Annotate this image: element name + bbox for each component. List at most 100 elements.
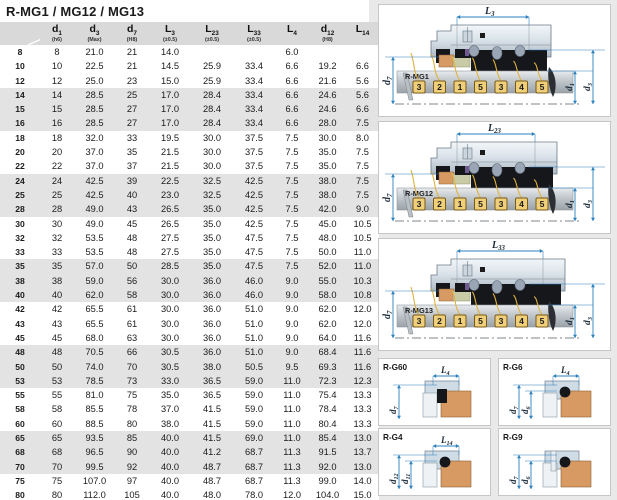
svg-text:d1: d1 xyxy=(565,200,576,208)
svg-text:R-MG12: R-MG12 xyxy=(405,189,433,198)
svg-text:d3: d3 xyxy=(583,316,594,325)
row-size-label: 25 xyxy=(0,187,40,203)
callout-box xyxy=(515,314,528,328)
table-cell-d3: 107.0 xyxy=(74,473,115,489)
table-cell-d3: 22.5 xyxy=(74,59,115,74)
table-cell-L4: 7.5 xyxy=(275,216,309,231)
table-cell-L14: 15.0 xyxy=(346,488,379,500)
table-cell-d3: 81.0 xyxy=(74,388,115,403)
table-cell-L14: 13.7 xyxy=(346,445,379,460)
table-cell-d7: 27 xyxy=(115,116,149,131)
table-row: 58 58 85.5 78 37.0 41.5 59.0 11.0 78.4 13.3 xyxy=(0,402,379,417)
diagram-g60: R-G60 L4 d7 xyxy=(378,358,491,426)
table-cell-d3: 53.5 xyxy=(74,230,115,246)
table-cell-d1: 32 xyxy=(40,230,74,246)
diameter-dimension-arrow xyxy=(517,385,521,419)
table-cell-L23: 41.5 xyxy=(191,416,233,432)
table-cell-L33: 68.7 xyxy=(233,473,275,489)
table-cell-d7: 23 xyxy=(115,73,149,88)
callout-number: 2 xyxy=(437,82,442,92)
table-cell-L4: 7.5 xyxy=(275,130,309,146)
svg-text:d7: d7 xyxy=(382,193,394,202)
table-cell-d7: 56 xyxy=(115,273,149,289)
table-cell-L4: 7.5 xyxy=(275,230,309,246)
row-size-label: 22 xyxy=(0,159,40,174)
table-cell-d12: 91.5 xyxy=(309,445,346,460)
row-size-label: 55 xyxy=(0,388,40,403)
svg-text:d7: d7 xyxy=(508,476,520,485)
part-tag-r-mg13: R-MG13 xyxy=(402,306,433,335)
table-cell-d3: 68.0 xyxy=(74,330,115,346)
table-cell-L4: 11.0 xyxy=(275,416,309,432)
table-cell-L33: 42.5 xyxy=(233,202,275,217)
table-cell-L33: 51.0 xyxy=(233,330,275,346)
callout-number: 1 xyxy=(458,199,463,209)
table-cell-d1: 8 xyxy=(40,45,74,60)
table-cell-L3: 30.0 xyxy=(149,288,191,303)
table-cell-d12: 21.6 xyxy=(309,73,346,88)
table-cell-L23: 35.0 xyxy=(191,216,233,231)
length-dimension-arrow xyxy=(433,374,459,378)
dimension-label-d3: d3 xyxy=(583,82,594,91)
callout-box xyxy=(453,80,467,94)
table-cell-d7: 66 xyxy=(115,345,149,360)
table-row: 32 32 53.5 48 27.5 35.0 47.5 7.5 48.0 10.5 xyxy=(0,230,379,246)
column-header-d1: d1 (h6) xyxy=(40,22,74,45)
callout-box xyxy=(412,314,426,328)
table-row: 48 48 70.5 66 30.5 36.0 51.0 9.0 68.4 11.6 xyxy=(0,345,379,360)
table-row: 18 18 32.0 33 19.5 30.0 37.5 7.5 30.0 8.0 xyxy=(0,130,379,146)
svg-text:L14: L14 xyxy=(440,435,453,447)
diagram-mg12: L23 R-MG12 3 2 1 5 3 4 5 d7 d1 d3 xyxy=(378,121,611,234)
table-cell-d1: 25 xyxy=(40,187,74,203)
table-cell-L33: 51.0 xyxy=(233,302,275,317)
table-cell-L14: 14.0 xyxy=(346,473,379,489)
table-cell-d1: 38 xyxy=(40,273,74,289)
diagram-g9: R-G9 d7 d6 xyxy=(498,428,611,496)
table-cell-L33: 59.0 xyxy=(233,402,275,417)
table-cell-L14: 7.5 xyxy=(346,187,379,203)
table-cell-d3: 37.0 xyxy=(74,159,115,174)
table-cell-L4: 11.0 xyxy=(275,373,309,389)
table-cell-d12: 69.3 xyxy=(309,359,346,374)
table-cell-L23: 36.5 xyxy=(191,373,233,389)
table-cell-d12: 38.0 xyxy=(309,173,346,188)
svg-text:d7: d7 xyxy=(382,310,394,319)
table-cell-d7: 90 xyxy=(115,445,149,460)
table-cell-d12: 99.0 xyxy=(309,473,346,489)
table-cell-L3: 38.0 xyxy=(149,416,191,432)
table-cell-L33: 47.5 xyxy=(233,230,275,246)
table-cell-d1: 68 xyxy=(40,445,74,460)
diagram-mg13: L33 R-MG13 3 2 1 5 3 4 5 d7 d1 d3 xyxy=(378,238,611,351)
table-row: 75 75 107.0 97 40.0 48.7 68.7 11.3 99.0 14.0 xyxy=(0,473,379,489)
row-size-label: 42 xyxy=(0,302,40,317)
table-cell-L14: 12.3 xyxy=(346,373,379,389)
length-dimension-arrow xyxy=(457,249,543,253)
callout-box xyxy=(535,197,549,211)
table-cell-L4: 11.0 xyxy=(275,431,309,446)
table-row: 50 50 74.0 70 30.5 38.0 50.5 9.5 69.3 11.6 xyxy=(0,359,379,374)
o-ring xyxy=(559,456,571,468)
table-cell-L33: 50.5 xyxy=(233,359,275,374)
table-cell-L3: 30.0 xyxy=(149,302,191,317)
dimension-label-d7: d7 xyxy=(508,406,520,415)
row-size-label: 48 xyxy=(0,345,40,360)
table-cell-d3: 21.0 xyxy=(74,45,115,60)
d3-dimension-arrow xyxy=(591,167,595,221)
svg-text:d6: d6 xyxy=(520,406,532,415)
svg-text:d1: d1 xyxy=(565,317,576,325)
table-cell-L4: 11.0 xyxy=(275,388,309,403)
table-cell-L23: 35.0 xyxy=(191,230,233,246)
table-cell-L23: 36.0 xyxy=(191,273,233,289)
callout-box xyxy=(453,314,467,328)
table-cell-L4: 9.0 xyxy=(275,316,309,331)
table-cell-d7: 50 xyxy=(115,259,149,274)
table-cell-L3: 17.0 xyxy=(149,116,191,131)
table-cell-L4: 9.0 xyxy=(275,302,309,317)
table-cell-d1: 55 xyxy=(40,388,74,403)
table-cell-d7: 48 xyxy=(115,245,149,260)
table-cell-L14: 7.5 xyxy=(346,116,379,131)
table-cell-L3: 33.0 xyxy=(149,373,191,389)
table-cell-d12: 80.4 xyxy=(309,416,346,432)
table-cell-d3: 28.5 xyxy=(74,116,115,131)
table-cell-L4: 7.5 xyxy=(275,259,309,274)
